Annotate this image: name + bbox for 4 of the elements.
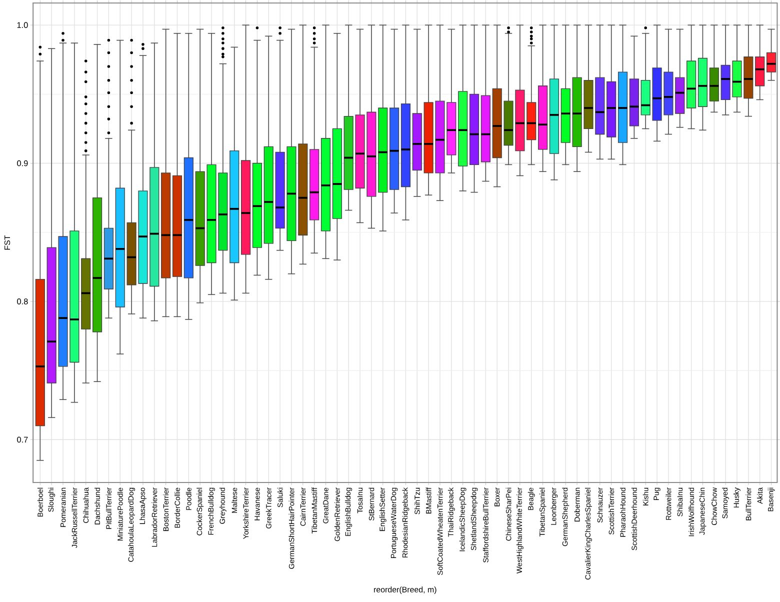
- y-tick-label: 0.7: [17, 436, 28, 443]
- y-tick-label: 1.0: [17, 22, 28, 28]
- y-tick-label: 0.8: [17, 298, 28, 304]
- y-tick-label: 0.9: [17, 160, 28, 166]
